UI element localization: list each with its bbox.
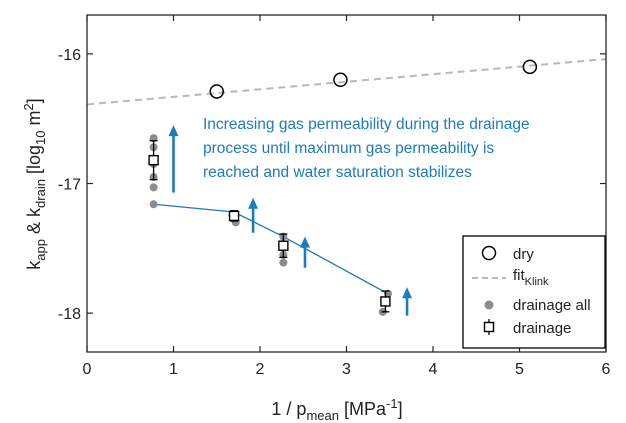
drainage-point xyxy=(380,296,391,307)
legend-dry-label: dry xyxy=(513,246,534,263)
dry-point xyxy=(209,84,224,99)
drainage-point xyxy=(278,240,289,251)
drainage-line xyxy=(153,203,386,293)
x-tick-label: 5 xyxy=(515,361,524,378)
drainage-line-series xyxy=(153,203,386,293)
fit-series xyxy=(86,58,607,106)
legend-drainage-marker xyxy=(483,321,495,333)
y-axis-label: kapp & kdrain [log10 m2] xyxy=(21,98,48,269)
drainage-all-point xyxy=(149,200,158,209)
arrow-annotations xyxy=(168,125,413,316)
annotation-line-1: Increasing gas permeability during the d… xyxy=(203,116,530,133)
legend-dry-marker xyxy=(481,245,497,261)
drainage-all-point xyxy=(279,258,288,267)
x-tick-label: 6 xyxy=(602,361,611,378)
legend-drainage-label: drainage xyxy=(513,320,571,337)
arrow-head-3 xyxy=(299,236,310,248)
fit-line xyxy=(86,58,607,106)
annotation-line-3: reached and water saturation stabilizes xyxy=(203,164,472,181)
annotation-line-2: process until maximum gas permeability i… xyxy=(203,140,494,157)
dry-point xyxy=(522,59,538,75)
drainage-series xyxy=(148,140,391,313)
legend-drainage-all-label: drainage all xyxy=(513,297,591,314)
legend-fit-label: fitKlink xyxy=(513,267,549,288)
axes: 0 1 2 3 4 5 6 -16 -17 -18 xyxy=(58,14,611,378)
y-tick-label: -17 xyxy=(58,177,81,194)
y-tick-label: -16 xyxy=(58,47,81,64)
x-tick-label: 3 xyxy=(342,361,351,378)
arrow-head-2 xyxy=(248,197,259,209)
x-tick-label: 4 xyxy=(429,361,438,378)
x-tick-label: 2 xyxy=(256,361,265,378)
x-tick-label: 1 xyxy=(169,361,178,378)
annotation-text: Increasing gas permeability during the d… xyxy=(203,116,530,181)
arrow-head-4 xyxy=(402,287,413,299)
drainage-point xyxy=(228,210,240,222)
drainage-point xyxy=(148,154,159,166)
dry-series xyxy=(209,59,538,99)
arrow-head-1 xyxy=(168,125,179,137)
drainage-all-point xyxy=(149,183,158,192)
legend: dry fitKlink drainage all drainage xyxy=(462,235,606,349)
y-tick-label: -18 xyxy=(58,306,81,323)
legend-drainage-all-marker xyxy=(484,300,494,310)
dry-point xyxy=(333,72,348,88)
x-tick-label: 0 xyxy=(83,361,92,378)
x-axis-label: 1 / pmean [MPa-1] xyxy=(271,396,402,423)
